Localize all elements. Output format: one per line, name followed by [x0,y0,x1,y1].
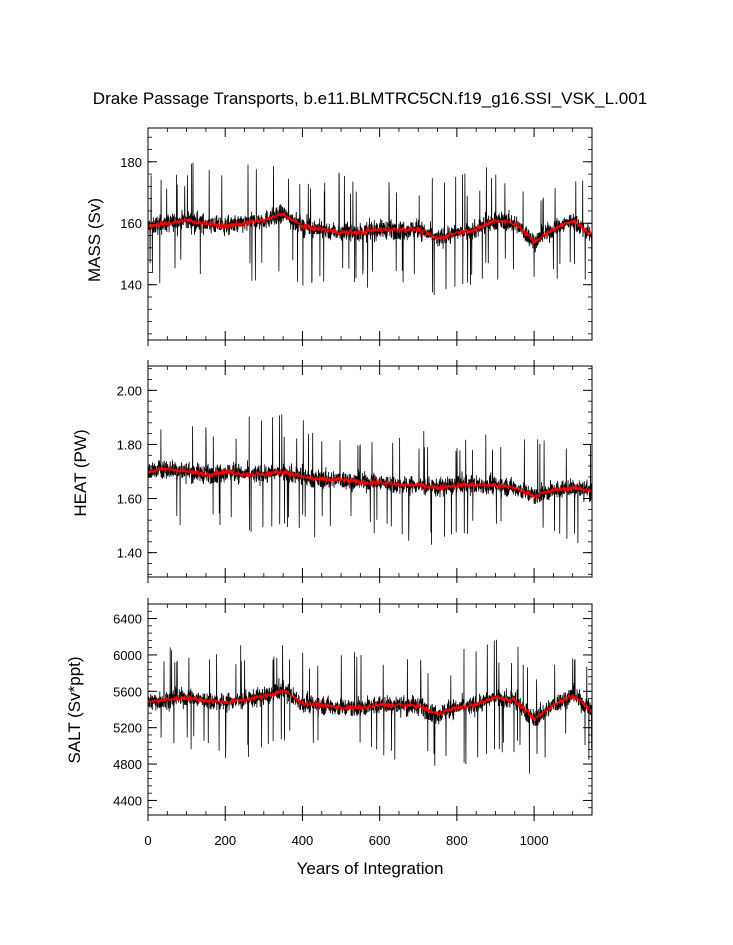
panel-mass-ytick-label: 180 [120,155,142,170]
x-axis-tick-label: 800 [446,833,468,848]
panel-heat-ytick-label: 1.80 [117,437,142,452]
panel-mass-series-smoothed [148,211,592,244]
panel-heat-ytick-label: 1.60 [117,492,142,507]
panel-salt-ytick-label: 5600 [113,684,142,699]
panel-heat-ylabel: HEAT (PW) [71,429,90,516]
x-axis-label: Years of Integration [297,859,444,878]
panel-salt-series-annual [148,639,592,774]
x-axis-tick-label: 0 [144,833,151,848]
panel-heat-frame [147,365,593,578]
x-axis-bottom: 0 200 400 600 800 1000 [144,815,549,848]
panel-salt-ytick-label: 5200 [113,721,142,736]
panel-heat: 1.40 1.60 1.80 2.00 HEAT (PW) [71,360,593,583]
chart-title: Drake Passage Transports, b.e11.BLMTRC5C… [93,89,647,108]
panel-salt: 4400 4800 5200 5600 6000 6400 SALT (Sv*ppt) [65,598,593,816]
panel-salt-plot: 4400 4800 5200 5600 6000 6400 [113,598,593,816]
panel-salt-series-smoothed [148,689,592,722]
x-axis-tick-label: 400 [292,833,314,848]
panel-salt-ytick-label: 4800 [113,757,142,772]
panel-mass-ytick-label: 140 [120,278,142,293]
panel-salt-ytick-label: 4400 [113,793,142,808]
panel-heat-ytick-label: 1.40 [117,546,142,561]
panel-salt-frame [147,603,593,816]
panel-heat-series-annual [148,414,592,545]
x-axis-tick-label: 1000 [520,833,549,848]
panel-heat-series-smoothed [148,465,592,499]
x-axis-tick-label: 600 [369,833,391,848]
panel-mass-ytick-label: 160 [120,216,142,231]
panel-salt-ytick-label: 6000 [113,648,142,663]
x-axis-tick-label: 200 [214,833,236,848]
panel-mass-plot: 140 160 180 [120,127,593,346]
panel-mass: 140 160 180 MASS (Sv) [85,127,593,346]
panel-mass-series-annual [148,162,592,296]
panel-heat-ytick-label: 2.00 [117,383,142,398]
panel-mass-ylabel: MASS (Sv) [85,198,104,282]
panel-mass-frame [147,127,593,341]
panel-salt-ytick-label: 6400 [113,612,142,627]
panel-heat-plot: 1.40 1.60 1.80 2.00 [117,360,593,583]
panel-salt-ylabel: SALT (Sv*ppt) [65,656,84,763]
